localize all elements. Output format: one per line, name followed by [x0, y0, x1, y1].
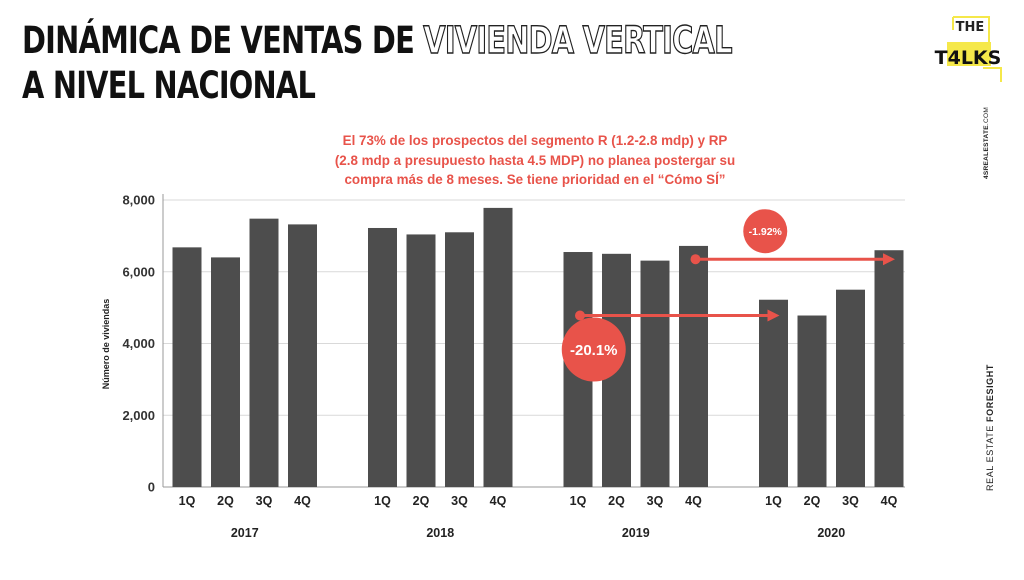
y-tick-label: 0 — [148, 480, 155, 495]
page-title: DINÁMICA DE VENTAS DE VIVIENDA VERTICAL … — [22, 18, 733, 108]
bar — [836, 289, 865, 487]
x-tick-label: 2Q — [413, 494, 430, 508]
annotation-arrow-head — [883, 253, 895, 266]
y-tick-label: 2,000 — [122, 408, 155, 423]
the-talks-logo: THE T4LKS — [935, 16, 1002, 82]
x-tick-label: 3Q — [451, 494, 468, 508]
bar — [874, 250, 904, 487]
x-tick-label: 4Q — [685, 494, 702, 508]
x-tick-label: 3Q — [256, 494, 273, 508]
bar — [445, 232, 474, 487]
subtitle-line-1: El 73% de los prospectos del segmento R … — [342, 133, 728, 148]
x-tick-label: 3Q — [842, 494, 859, 508]
annotation-arrow-head — [767, 309, 780, 322]
logo-highlight-block — [947, 42, 991, 66]
y-tick-label: 6,000 — [122, 264, 155, 279]
logo-talks-text: T4LKS — [935, 47, 1002, 69]
subtitle-line-3: compra más de 8 meses. Se tiene priorida… — [344, 172, 726, 187]
title-part-1: DINÁMICA DE VENTAS DE — [22, 19, 424, 62]
x-tick-label: 1Q — [374, 494, 391, 508]
logo-frame-lines — [952, 16, 1002, 82]
subtitle-line-2: (2.8 mdp a presupuesto hasta 4.5 MDP) no… — [334, 152, 736, 168]
bar — [288, 224, 317, 487]
label-layer: 0 2,000 4,000 6,000 8,000 Número de viviendas… — [101, 193, 898, 541]
bar — [679, 245, 708, 487]
annotation-arrow-start — [575, 310, 585, 321]
chart-subtitle: El 73% de los prospectos del segmento R … — [280, 131, 790, 190]
annotation-arrow-start — [690, 254, 701, 265]
x-tick-label: 1Q — [570, 494, 587, 508]
annotation-bubble — [561, 317, 626, 382]
annotation-bubble — [743, 209, 788, 254]
bar — [368, 227, 397, 488]
x-tick-label: 2Q — [608, 494, 625, 508]
bar-layer — [172, 207, 904, 488]
bar — [640, 260, 670, 487]
annotation-label: -1.92% — [749, 226, 783, 238]
x-tick-label: 3Q — [647, 494, 664, 508]
y-tick-label: 8,000 — [122, 193, 155, 208]
annotation-label: -20.1% — [570, 342, 618, 359]
logo-the-text: THE — [956, 20, 985, 35]
year-label: 2018 — [426, 526, 454, 540]
x-tick-label: 1Q — [179, 494, 196, 508]
x-tick-label: 1Q — [765, 494, 782, 508]
annotation-layer: -20.1% -1.92% — [561, 209, 895, 382]
x-tick-label: 2Q — [217, 494, 234, 508]
bar — [211, 257, 240, 487]
year-label: 2019 — [622, 526, 650, 540]
y-tick-label: 4,000 — [122, 336, 155, 351]
title-line-2: A NIVEL NACIONAL — [22, 64, 316, 107]
bar — [249, 218, 279, 487]
bar — [759, 299, 788, 487]
x-tick-label: 4Q — [881, 494, 898, 508]
title-highlight: VIVIENDA VERTICAL — [423, 18, 733, 62]
x-tick-label: 2Q — [804, 494, 821, 508]
y-axis-label: Número de viviendas — [101, 299, 111, 390]
bar — [172, 247, 202, 487]
bar — [406, 234, 436, 487]
x-tick-label: 4Q — [294, 494, 311, 508]
year-label: 2017 — [231, 526, 259, 540]
bar — [483, 207, 513, 487]
bar — [797, 315, 827, 487]
x-tick-label: 4Q — [490, 494, 507, 508]
year-label: 2020 — [817, 526, 845, 540]
